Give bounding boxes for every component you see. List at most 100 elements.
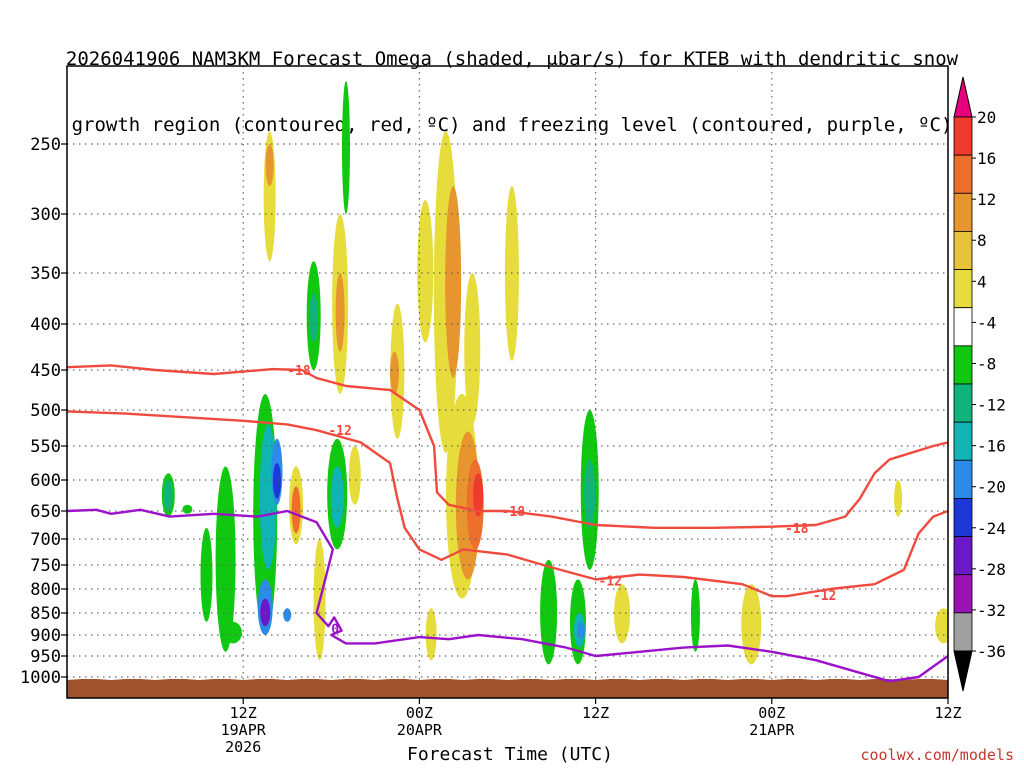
omega-shading [161, 81, 948, 665]
y-tick-label: 1000 [20, 668, 61, 688]
omega-cell [389, 351, 399, 394]
y-tick-label: 900 [30, 626, 61, 646]
x-tick-label: 21APR [749, 721, 795, 739]
contour-label: -18 [287, 364, 311, 379]
omega-cell [540, 559, 558, 665]
minus-18-isotherm-line [67, 364, 948, 529]
freezing-level-line [67, 508, 948, 683]
y-tick-label: 600 [30, 471, 61, 491]
plot-frame [66, 65, 949, 699]
y-tick-label: 800 [30, 580, 61, 600]
colorbar-bottom-arrow [953, 650, 973, 692]
colorbar-bin [953, 459, 973, 499]
omega-cell [291, 486, 301, 534]
x-tick-label: 12Z [230, 704, 257, 722]
omega-cell [348, 446, 361, 505]
colorbar-label: 20 [977, 108, 996, 127]
omega-cell [894, 480, 903, 517]
y-tick-label: 950 [30, 647, 61, 667]
colorbar-bin [953, 421, 973, 461]
contours: -18 -18 -18 -12 -12 -12 0 [67, 364, 948, 683]
omega-cell [182, 504, 193, 514]
colorbar-label: -32 [977, 601, 1006, 620]
colorbar-bin [953, 231, 973, 270]
colorbar-label: -24 [977, 519, 1006, 538]
minus-12-isotherm-line [67, 410, 948, 598]
colorbar-bin [953, 116, 973, 156]
omega-cell [690, 579, 700, 652]
colorbar-label: 12 [977, 190, 996, 209]
contour-label: -18 [785, 522, 809, 537]
colorbar-label: -36 [977, 642, 1006, 661]
omega-cell [614, 584, 631, 644]
y-tick-label: 700 [30, 530, 61, 550]
colorbar-bin [953, 269, 973, 309]
contour-label: -12 [328, 424, 351, 439]
omega-cell [265, 144, 274, 186]
omega-cell [341, 81, 350, 214]
omega-cell [200, 527, 213, 622]
credit-link[interactable]: coolwx.com/models [860, 746, 1014, 764]
omega-cell [584, 459, 596, 528]
colorbar-label: -4 [977, 313, 996, 332]
omega-cell [576, 621, 585, 640]
colorbar-label: 16 [977, 149, 996, 168]
contour-label: -18 [502, 505, 526, 520]
x-tick-label: 20APR [397, 721, 443, 739]
colorbar-label: -16 [977, 437, 1006, 456]
omega-cell [473, 473, 484, 517]
x-tick-label: 19APR [221, 721, 267, 739]
y-tick-label: 500 [30, 401, 61, 421]
chart-title-line2: growth region (contoured, red, ºC) and f… [71, 114, 953, 136]
y-tick-label: 750 [30, 556, 61, 576]
colorbar-label: -20 [977, 478, 1006, 497]
omega-cell [330, 466, 344, 528]
colorbar-label: -12 [977, 396, 1006, 415]
colorbar-bin [953, 574, 973, 614]
y-tick-label: 300 [30, 205, 61, 225]
y-tick-label: 550 [30, 437, 61, 457]
omega-cell [425, 608, 437, 661]
omega-cell [445, 186, 462, 378]
omega-cell [272, 463, 281, 499]
y-tick-label: 450 [30, 361, 61, 381]
y-tick-label: 650 [30, 502, 61, 522]
y-tick-label: 350 [30, 264, 61, 284]
y-tick-label: 250 [30, 135, 61, 155]
omega-cell [215, 466, 236, 652]
omega-cell [163, 480, 173, 511]
omega-cell [464, 273, 481, 425]
colorbar-label: 4 [977, 272, 987, 291]
colorbar-bin [953, 383, 973, 423]
colorbar-bin [953, 154, 973, 194]
omega-cell [283, 608, 292, 622]
colorbar-bin [953, 612, 973, 652]
colorbar-bin [953, 192, 973, 232]
colorbar-label: -8 [977, 354, 996, 373]
chart-title: 2026041906 NAM3KM Forecast Omega (shaded… [0, 4, 1024, 158]
omega-cell [335, 273, 345, 352]
ground-terrain [67, 679, 948, 698]
colorbar-bin [953, 345, 973, 385]
colorbar-label: 8 [977, 231, 987, 250]
y-tick-label: 850 [30, 604, 61, 624]
contour-label: -12 [599, 574, 622, 589]
chart-title-line1: 2026041906 NAM3KM Forecast Omega (shaded… [65, 48, 959, 70]
y-tick-label: 400 [30, 315, 61, 335]
omega-cell [309, 293, 319, 343]
colorbar-label: -28 [977, 560, 1006, 579]
omega-cell [223, 621, 242, 644]
x-tick-label: 12Z [582, 704, 609, 722]
x-tick-label: 00Z [406, 704, 433, 722]
colorbar-bin [953, 307, 973, 347]
colorbar-bin [953, 536, 973, 576]
x-tick-label: 00Z [758, 704, 785, 722]
omega-cell [741, 584, 762, 665]
x-tick-label: 2026 [225, 738, 261, 756]
colorbar-top-arrow [953, 76, 973, 118]
x-tick-label: 12Z [934, 704, 961, 722]
contour-label: 0 [331, 622, 339, 637]
omega-cell [417, 200, 434, 343]
x-axis-title: Forecast Time (UTC) [407, 744, 613, 765]
